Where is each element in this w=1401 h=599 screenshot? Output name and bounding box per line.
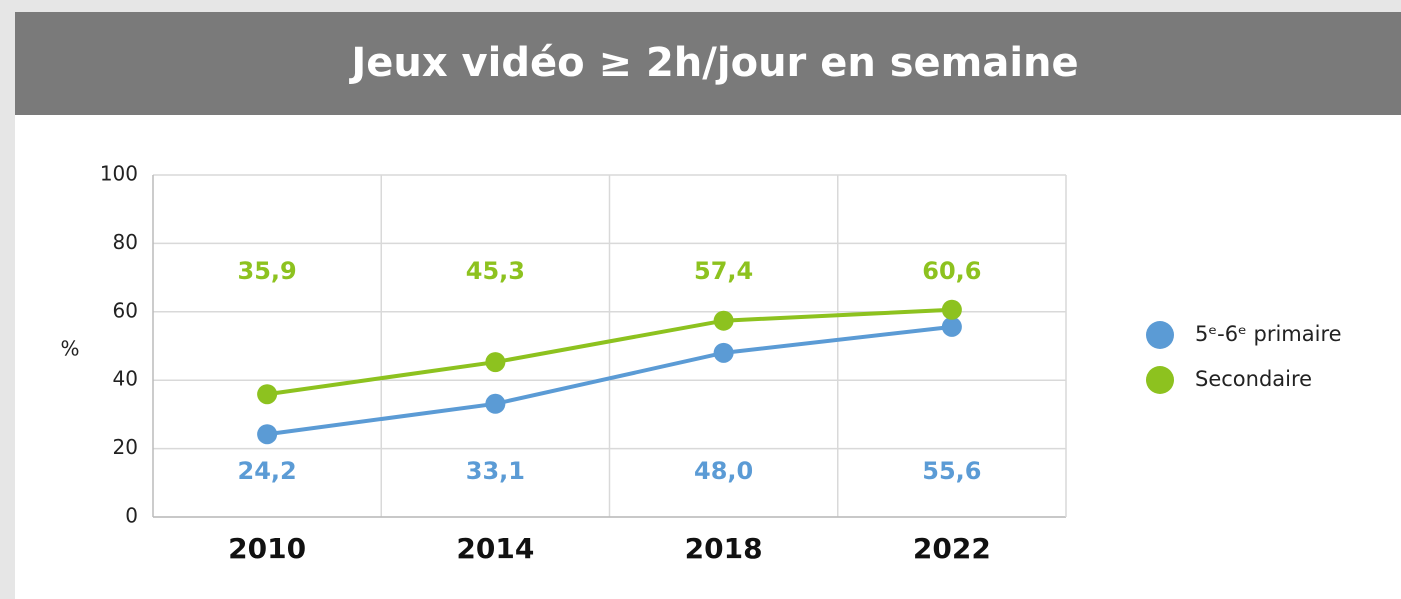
data-label: 33,1	[466, 457, 525, 485]
data-label: 55,6	[922, 457, 981, 485]
y-axis-label: %	[60, 337, 79, 361]
y-tick-label: 80	[113, 230, 138, 254]
data-label: 48,0	[694, 457, 753, 485]
data-point	[485, 352, 506, 373]
data-label: 24,2	[238, 457, 297, 485]
chart-title: Jeux vidéo ≥ 2h/jour en semaine	[348, 40, 1078, 86]
legend-label: Secondaire	[1195, 367, 1312, 391]
series-line	[266, 307, 952, 397]
y-tick-label: 20	[113, 435, 138, 459]
y-tick-label: 100	[100, 162, 138, 186]
y-tick-label: 0	[125, 504, 138, 528]
data-point	[257, 384, 278, 405]
data-label: 60,6	[922, 257, 981, 285]
data-point	[941, 316, 962, 337]
data-point	[941, 299, 962, 320]
data-label: 45,3	[466, 257, 525, 285]
legend-marker	[1146, 321, 1174, 349]
header-bar	[15, 12, 1401, 115]
y-tick-label: 40	[113, 367, 138, 391]
legend-label: 5ᵉ-6ᵉ primaire	[1195, 322, 1342, 346]
data-point	[713, 310, 734, 331]
data-point	[257, 424, 278, 445]
data-point	[713, 342, 734, 363]
x-tick-label: 2018	[685, 532, 763, 565]
series-line	[266, 324, 953, 437]
data-point	[485, 393, 506, 414]
data-label: 57,4	[694, 257, 753, 285]
x-tick-label: 2014	[456, 532, 534, 565]
x-tick-label: 2010	[228, 532, 306, 565]
y-tick-label: 60	[113, 298, 138, 322]
x-tick-label: 2022	[913, 532, 991, 565]
data-label: 35,9	[238, 257, 297, 285]
legend-marker	[1146, 366, 1174, 394]
